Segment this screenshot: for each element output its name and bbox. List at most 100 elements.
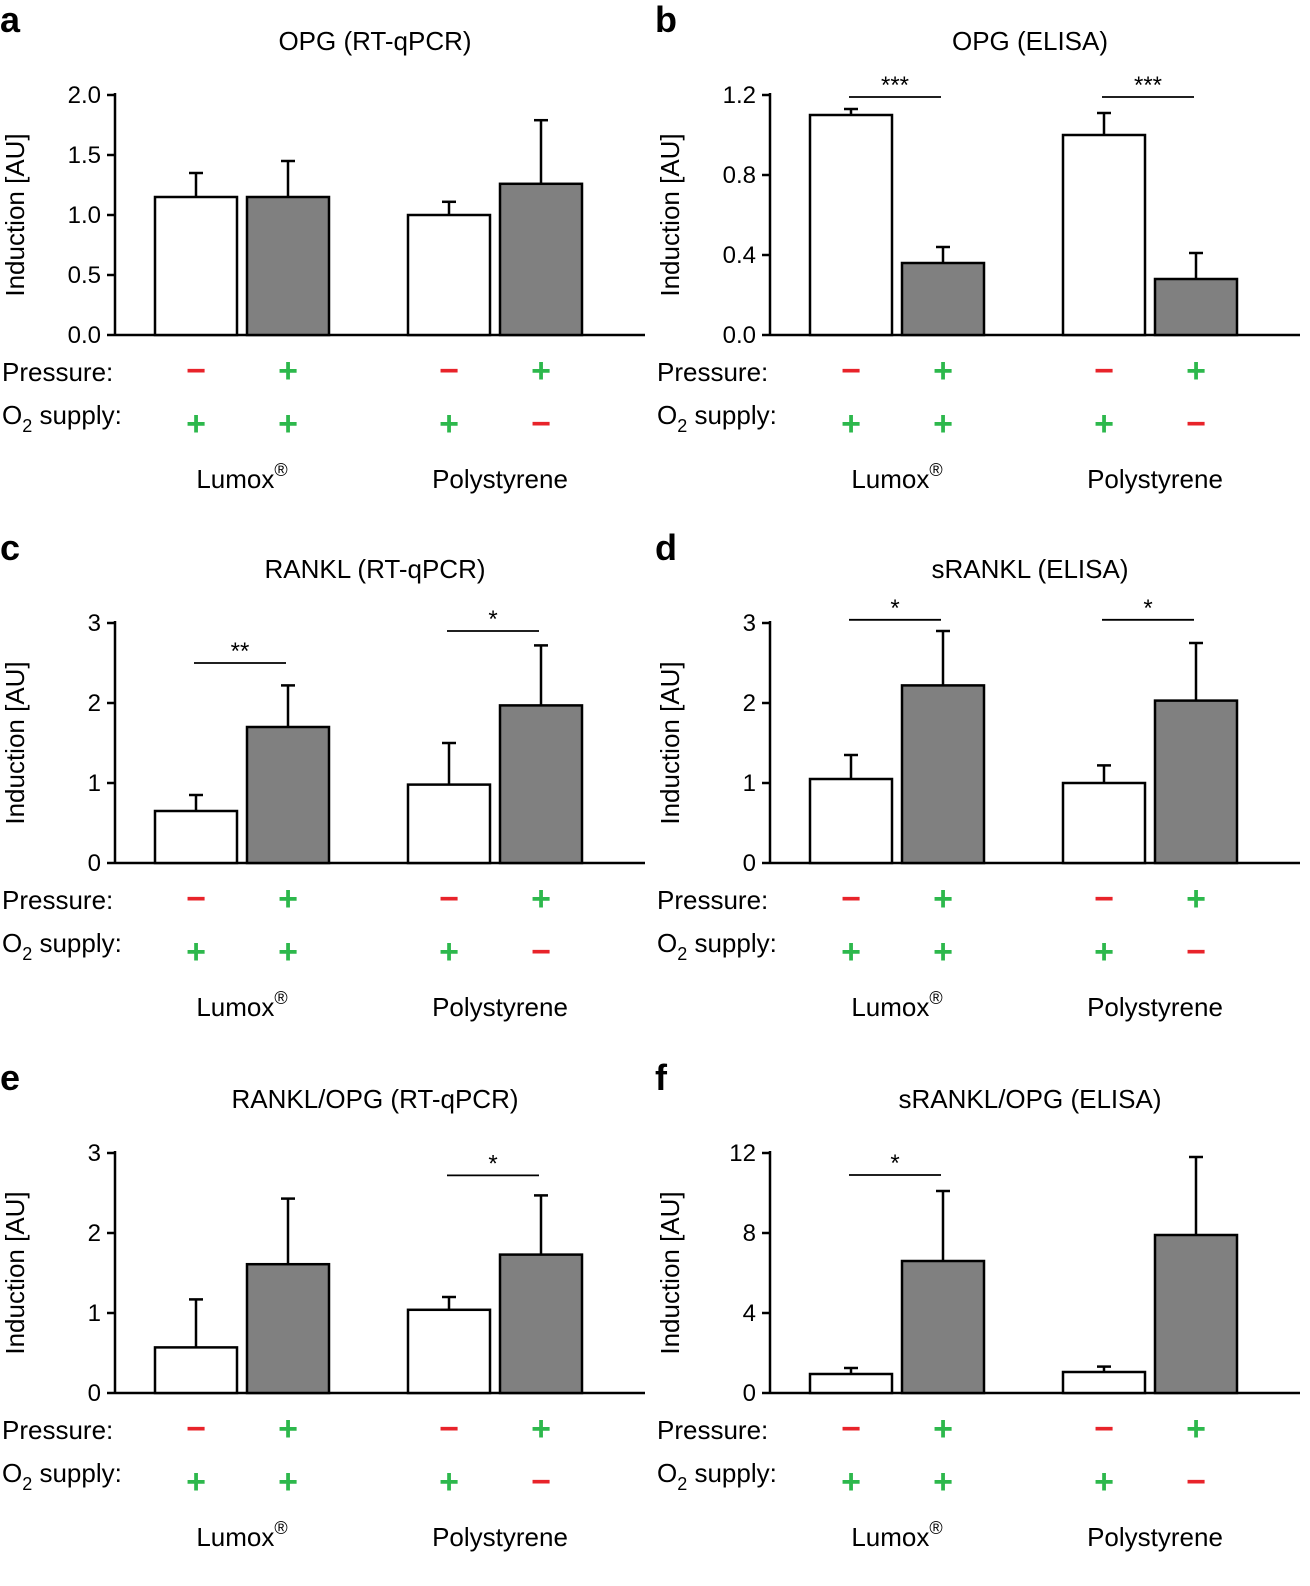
- minus-symbol: −: [531, 405, 551, 443]
- minus-symbol: −: [1094, 1410, 1114, 1448]
- minus-symbol: −: [841, 352, 861, 390]
- group-label-lumox: Lumox®: [851, 1518, 942, 1552]
- bar: [153, 1346, 239, 1395]
- minus-symbol: −: [439, 352, 459, 390]
- panel-d: d sRANKL (ELISA) Induction [AU] 0 1 2 3 * * Press…: [655, 528, 1310, 1056]
- pressure-label: Pressure:: [657, 1415, 768, 1445]
- plus-symbol: +: [531, 1410, 551, 1448]
- group-label-polystyrene: Polystyrene: [432, 992, 568, 1022]
- plus-symbol: +: [841, 1463, 861, 1501]
- o2-supply-label: O2 supply:: [2, 400, 122, 436]
- plus-symbol: +: [278, 405, 298, 443]
- y-axis-label: Induction [AU]: [655, 1191, 685, 1354]
- y-tick-label: 0.8: [723, 162, 756, 189]
- panel-letter: b: [655, 0, 677, 40]
- group-label-polystyrene: Polystyrene: [1087, 1522, 1223, 1552]
- panel-letter: f: [655, 1058, 668, 1098]
- minus-symbol: −: [186, 352, 206, 390]
- y-tick-label: 4: [743, 1300, 756, 1327]
- o2-supply-label: O2 supply:: [2, 1458, 122, 1494]
- y-tick-label: 1: [88, 1300, 101, 1327]
- y-tick-label: 0: [743, 850, 756, 877]
- o2-supply-label: O2 supply:: [657, 1458, 777, 1494]
- plus-symbol: +: [439, 405, 459, 443]
- significance-label: *: [890, 595, 899, 622]
- y-tick-label: 1: [88, 770, 101, 797]
- y-tick-label: 8: [743, 1220, 756, 1247]
- y-tick-label: 1: [743, 770, 756, 797]
- minus-symbol: −: [1186, 405, 1206, 443]
- pressure-label: Pressure:: [2, 885, 113, 915]
- plus-symbol: +: [841, 933, 861, 971]
- plus-symbol: +: [186, 933, 206, 971]
- group-label-polystyrene: Polystyrene: [432, 1522, 568, 1552]
- minus-symbol: −: [439, 880, 459, 918]
- pressure-label: Pressure:: [2, 357, 113, 387]
- bar: [1153, 277, 1239, 337]
- bar: [245, 725, 331, 865]
- bar: [153, 195, 239, 337]
- y-axis-label: Induction [AU]: [0, 661, 30, 824]
- bar: [1061, 133, 1147, 337]
- bar: [900, 684, 986, 865]
- y-tick-label: 3: [743, 610, 756, 637]
- bar: [1153, 699, 1239, 865]
- group-label-lumox: Lumox®: [196, 460, 287, 494]
- chart-title: OPG (ELISA): [952, 26, 1108, 56]
- chart-title: sRANKL (ELISA): [932, 554, 1129, 584]
- y-tick-label: 0: [88, 850, 101, 877]
- panel-a: a OPG (RT-qPCR) Induction [AU] 0.0 0.5 1.0 1.5…: [0, 0, 655, 528]
- minus-symbol: −: [186, 1410, 206, 1448]
- o2-supply-label: O2 supply:: [657, 928, 777, 964]
- plus-symbol: +: [933, 1463, 953, 1501]
- y-axis-label: Induction [AU]: [655, 661, 685, 824]
- y-tick-label: 0: [88, 1380, 101, 1407]
- plus-symbol: +: [278, 1410, 298, 1448]
- significance-label: *: [1143, 595, 1152, 622]
- chart-svg: b OPG (ELISA) Induction [AU] 0.0 0.4 0.8 1.2 **…: [655, 0, 1300, 494]
- bar: [808, 777, 894, 865]
- y-tick-label: 3: [88, 1140, 101, 1167]
- plus-symbol: +: [531, 880, 551, 918]
- significance-label: *: [890, 1150, 899, 1177]
- panel-f: f sRANKL/OPG (ELISA) Induction [AU] 0 4 8 12 * P…: [655, 1058, 1310, 1586]
- y-tick-label: 0.0: [68, 322, 101, 349]
- y-tick-label: 1.2: [723, 82, 756, 109]
- bar: [406, 783, 492, 865]
- plus-symbol: +: [1094, 933, 1114, 971]
- bar: [808, 113, 894, 337]
- plus-symbol: +: [278, 352, 298, 390]
- y-axis-label: Induction [AU]: [0, 1191, 30, 1354]
- y-tick-label: 0.0: [723, 322, 756, 349]
- bar: [498, 704, 584, 865]
- panel-e: e RANKL/OPG (RT-qPCR) Induction [AU] 0 1 2 3 * P…: [0, 1058, 655, 1586]
- bar: [900, 1259, 986, 1395]
- panel-letter: e: [0, 1058, 20, 1098]
- plus-symbol: +: [439, 1463, 459, 1501]
- panel-letter: d: [655, 528, 677, 568]
- minus-symbol: −: [1186, 933, 1206, 971]
- bar: [808, 1372, 894, 1395]
- plus-symbol: +: [278, 933, 298, 971]
- pressure-label: Pressure:: [657, 357, 768, 387]
- y-tick-label: 2: [743, 690, 756, 717]
- plus-symbol: +: [278, 880, 298, 918]
- group-label-lumox: Lumox®: [851, 460, 942, 494]
- minus-symbol: −: [841, 880, 861, 918]
- y-axis-label: Induction [AU]: [0, 133, 30, 296]
- chart-svg: e RANKL/OPG (RT-qPCR) Induction [AU] 0 1 2 3 * P…: [0, 1058, 645, 1552]
- bar: [1061, 781, 1147, 865]
- chart-title: RANKL/OPG (RT-qPCR): [231, 1084, 518, 1114]
- chart-title: sRANKL/OPG (ELISA): [899, 1084, 1162, 1114]
- bar: [245, 195, 331, 337]
- chart-title: RANKL (RT-qPCR): [264, 554, 485, 584]
- significance-label: **: [231, 638, 250, 665]
- plus-symbol: +: [933, 933, 953, 971]
- panel-c: c RANKL (RT-qPCR) Induction [AU] 0 1 2 3 ** * Pre…: [0, 528, 655, 1056]
- y-tick-label: 2: [88, 690, 101, 717]
- minus-symbol: −: [1094, 352, 1114, 390]
- significance-label: *: [488, 1150, 497, 1177]
- bar: [245, 1262, 331, 1395]
